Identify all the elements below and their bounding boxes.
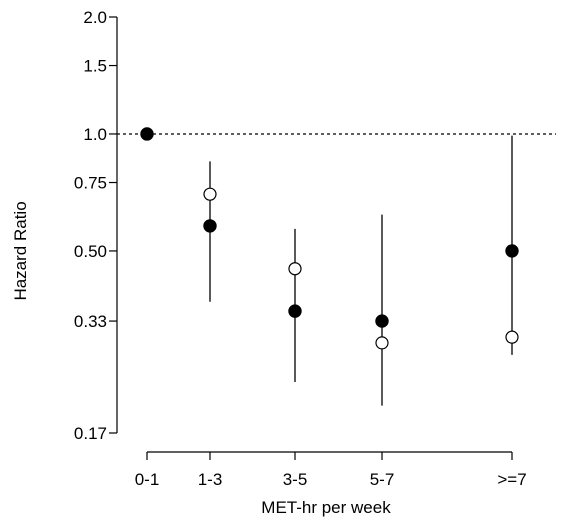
open-point: [505, 330, 519, 344]
filled-point: [505, 244, 519, 258]
y-tick-label: 0.17: [74, 424, 107, 443]
confidence-intervals: [209, 135, 513, 406]
y-ticks: 0.17 0.33 0.50 0.75 1.0 1.5 2.0: [74, 8, 117, 443]
x-tick-label: 3-5: [283, 470, 308, 489]
y-tick-label: 0.75: [74, 174, 107, 193]
y-tick-label: 0.33: [74, 312, 107, 331]
x-tick-label: 5-7: [370, 470, 395, 489]
x-axis-title: MET-hr per week: [261, 498, 391, 517]
open-point: [203, 187, 217, 201]
open-point: [288, 262, 302, 276]
open-point: [375, 336, 389, 350]
x-ticks: 0-1 1-3 3-5 5-7 >=7: [135, 452, 527, 489]
filled-point: [288, 304, 302, 318]
y-axis-title: Hazard Ratio: [11, 201, 30, 300]
data-points: [140, 127, 519, 350]
x-tick-label: 0-1: [135, 470, 160, 489]
y-tick-label: 2.0: [83, 8, 107, 27]
x-tick-label: >=7: [497, 470, 526, 489]
axes: [116, 17, 512, 453]
filled-point: [375, 314, 389, 328]
filled-point: [203, 219, 217, 233]
y-tick-label: 0.50: [74, 242, 107, 261]
y-tick-label: 1.5: [83, 57, 107, 76]
x-tick-label: 1-3: [198, 470, 223, 489]
filled-point: [140, 127, 154, 141]
y-tick-label: 1.0: [83, 125, 107, 144]
